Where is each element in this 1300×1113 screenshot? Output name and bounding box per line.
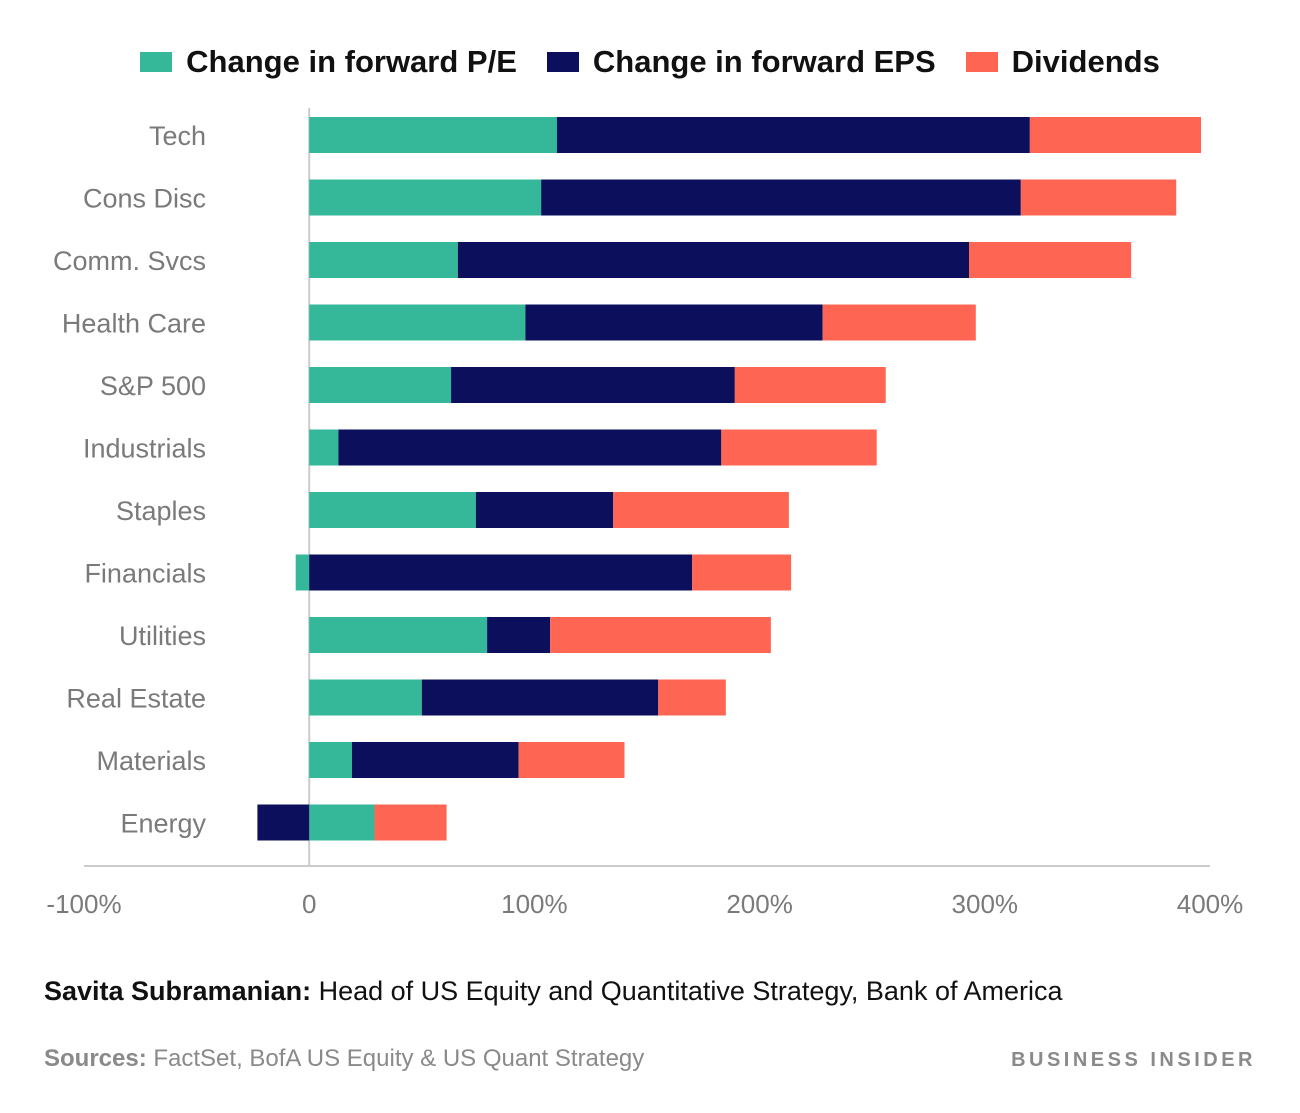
legend-label-div: Dividends bbox=[1011, 44, 1160, 79]
legend-label-pe: Change in forward P/E bbox=[186, 44, 517, 79]
bar-eps-3 bbox=[525, 304, 823, 341]
bar-pe-2 bbox=[309, 242, 458, 278]
bar-div-5 bbox=[721, 429, 877, 466]
bar-pe-3 bbox=[309, 304, 526, 341]
sources-label: Sources: bbox=[44, 1045, 147, 1072]
bar-eps-1 bbox=[541, 179, 1021, 216]
bar-pe-11 bbox=[309, 804, 375, 841]
bar-eps-0 bbox=[556, 117, 1030, 153]
x-tick-label: 300% bbox=[952, 889, 1019, 919]
x-tick-label: 0 bbox=[302, 889, 316, 919]
category-label: Tech bbox=[149, 121, 206, 151]
bar-pe-5 bbox=[309, 429, 339, 466]
bar-pe-8 bbox=[309, 617, 488, 653]
bar-pe-7 bbox=[295, 554, 310, 591]
bar-div-0 bbox=[1029, 117, 1201, 153]
bar-div-1 bbox=[1020, 179, 1177, 216]
bar-eps-2 bbox=[457, 242, 970, 278]
subtitle-name: Savita Subramanian: bbox=[44, 976, 312, 1006]
bar-eps-4 bbox=[451, 367, 735, 403]
bar-eps-6 bbox=[475, 492, 614, 528]
bar-div-4 bbox=[734, 367, 886, 403]
x-tick-label: -100% bbox=[46, 889, 121, 919]
category-label: Staples bbox=[116, 496, 206, 526]
legend: Change in forward P/E Change in forward E… bbox=[0, 40, 1300, 84]
sources-note: Sources: FactSet, BofA US Equity & US Qu… bbox=[44, 1045, 644, 1073]
sources-text: FactSet, BofA US Equity & US Quant Strat… bbox=[146, 1045, 645, 1072]
bar-eps-11 bbox=[257, 804, 310, 841]
category-label: Cons Disc bbox=[83, 184, 206, 214]
bar-eps-5 bbox=[338, 429, 722, 466]
bar-pe-10 bbox=[309, 742, 352, 778]
subtitle: Savita Subramanian: Head of US Equity an… bbox=[44, 976, 1063, 1007]
category-label: S&P 500 bbox=[100, 371, 206, 401]
legend-swatch-div bbox=[965, 52, 998, 72]
legend-swatch-pe bbox=[140, 52, 173, 72]
bar-pe-6 bbox=[309, 492, 476, 528]
brand-logo: BUSINESS INSIDER bbox=[1011, 1049, 1256, 1071]
category-label: Comm. Svcs bbox=[53, 246, 206, 276]
stacked-bar-chart: Tech Cons Disc Comm. Svcs Health Care S&P 50… bbox=[46, 108, 1244, 919]
subtitle-role: Head of US Equity and Quantitative Strat… bbox=[311, 976, 1063, 1006]
category-label: Materials bbox=[96, 746, 206, 776]
bar-div-3 bbox=[822, 304, 976, 341]
bar-div-8 bbox=[550, 617, 771, 653]
bar-eps-7 bbox=[309, 554, 693, 591]
x-tick-label: 400% bbox=[1177, 889, 1244, 919]
bar-pe-0 bbox=[309, 117, 557, 153]
bar-eps-8 bbox=[487, 617, 551, 653]
x-tick-label: 100% bbox=[501, 889, 568, 919]
bar-div-10 bbox=[518, 742, 625, 778]
category-label: Industrials bbox=[83, 434, 206, 464]
bar-div-7 bbox=[692, 554, 792, 591]
legend-label-eps: Change in forward EPS bbox=[592, 44, 936, 79]
x-tick-label: 200% bbox=[726, 889, 793, 919]
legend-swatch-eps bbox=[546, 52, 579, 72]
bar-div-2 bbox=[969, 242, 1132, 278]
bar-div-6 bbox=[613, 492, 789, 528]
bar-div-11 bbox=[374, 804, 447, 841]
legend-item-eps: Change in forward EPS bbox=[546, 44, 936, 80]
category-label: Real Estate bbox=[66, 684, 206, 714]
legend-item-div: Dividends bbox=[965, 44, 1160, 80]
category-label: Health Care bbox=[62, 309, 206, 339]
category-label: Financials bbox=[84, 559, 206, 589]
bar-eps-10 bbox=[351, 742, 519, 778]
category-label: Energy bbox=[120, 809, 206, 839]
category-label: Utilities bbox=[119, 621, 206, 651]
bar-pe-9 bbox=[309, 679, 422, 716]
bar-div-9 bbox=[658, 679, 726, 716]
bar-eps-9 bbox=[421, 679, 659, 716]
legend-item-pe: Change in forward P/E bbox=[140, 44, 517, 80]
bar-pe-1 bbox=[309, 179, 542, 216]
bar-pe-4 bbox=[309, 367, 452, 403]
